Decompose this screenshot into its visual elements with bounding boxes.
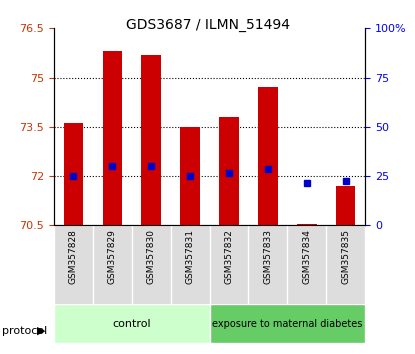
Text: GSM357828: GSM357828: [69, 229, 78, 284]
Bar: [142, 55, 161, 225]
Text: GSM357829: GSM357829: [108, 229, 117, 284]
Text: control: control: [112, 319, 151, 329]
Bar: [103, 51, 122, 225]
Text: GSM357834: GSM357834: [303, 229, 311, 284]
Text: GSM357832: GSM357832: [225, 229, 234, 284]
Text: GSM357835: GSM357835: [341, 229, 350, 284]
FancyBboxPatch shape: [54, 304, 210, 343]
Bar: [219, 117, 239, 225]
Bar: [336, 186, 356, 225]
Text: GSM357830: GSM357830: [147, 229, 156, 284]
Text: protocol: protocol: [2, 326, 47, 336]
Bar: [258, 87, 278, 225]
Text: ▶: ▶: [37, 326, 46, 336]
FancyBboxPatch shape: [210, 304, 365, 343]
Bar: [181, 127, 200, 225]
Text: GSM357833: GSM357833: [264, 229, 272, 284]
Bar: [297, 224, 317, 225]
Bar: [63, 124, 83, 225]
Text: GDS3687 / ILMN_51494: GDS3687 / ILMN_51494: [125, 18, 290, 32]
Text: exposure to maternal diabetes: exposure to maternal diabetes: [212, 319, 363, 329]
Text: GSM357831: GSM357831: [186, 229, 195, 284]
